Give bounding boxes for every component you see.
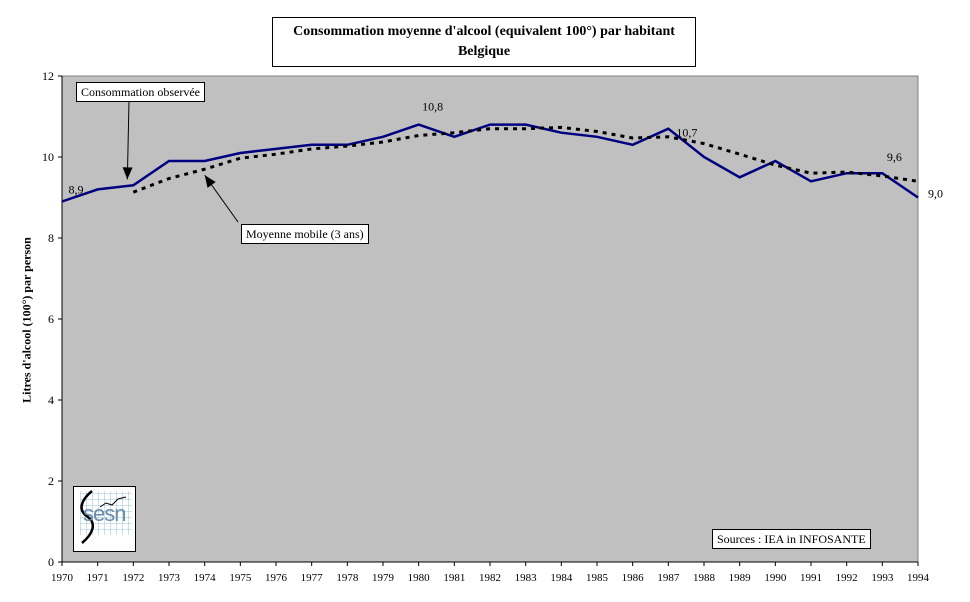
x-tick-label: 1984 (550, 572, 573, 584)
y-tick-label: 4 (48, 393, 54, 407)
arrow-observed-line (126, 100, 130, 180)
data-label: 9,0 (928, 187, 943, 201)
x-tick-label: 1992 (836, 572, 858, 584)
x-tick-label: 1989 (729, 572, 752, 584)
x-tick-label: 1982 (479, 572, 501, 584)
x-tick-label: 1980 (408, 572, 431, 584)
x-tick-label: 1993 (871, 572, 894, 584)
arrow-observed-head (122, 167, 133, 180)
y-axis-label: Litres d'alcool (100°) par person (19, 237, 34, 403)
x-tick-label: 1973 (158, 572, 181, 584)
callout-moving-average: Moyenne mobile (3 ans) (241, 224, 369, 244)
chart-subtitle: Belgique (457, 44, 511, 59)
axes: 0 2 4 6 8 10 12 1970 1971 1972 1973 1974 1975 1976 197… (42, 69, 930, 584)
annotation-arrows (122, 100, 239, 223)
series-layer (61, 123, 919, 203)
source-note: Sources : IEA in INFOSANTE (712, 529, 871, 549)
data-labels: 8,9 10,8 10,7 9,6 9,0 (69, 100, 944, 201)
x-tick-label: 1985 (586, 572, 609, 584)
logo-graphic (80, 490, 132, 544)
y-tick-label: 0 (48, 555, 54, 569)
x-tick-label: 1970 (51, 572, 74, 584)
y-tick-label: 8 (48, 231, 54, 245)
data-label: 8,9 (69, 183, 84, 197)
x-tick-label: 1971 (87, 572, 109, 584)
callout-observed: Consommation observée (76, 82, 205, 102)
y-tick-label: 6 (48, 312, 54, 326)
x-tick-label: 1987 (657, 572, 680, 584)
x-tick-label: 1976 (265, 572, 288, 584)
y-tick-label: 12 (42, 69, 54, 83)
x-tick-label: 1979 (372, 572, 395, 584)
x-tick-label: 1977 (301, 572, 324, 584)
data-label: 10,8 (422, 100, 443, 114)
x-tick-label: 1975 (229, 572, 252, 584)
sesn-logo-icon: sesn (73, 486, 136, 552)
data-label: 10,7 (676, 126, 697, 140)
chart-title-box: Consommation moyenne d'alcool (equivalen… (272, 17, 696, 67)
y-tick-label: 2 (48, 474, 54, 488)
x-tick-label: 1986 (622, 572, 645, 584)
logo-text: sesn (83, 501, 126, 526)
x-tick-label: 1994 (907, 572, 930, 584)
x-tick-label: 1991 (800, 572, 822, 584)
y-tick-label: 10 (42, 150, 54, 164)
data-label: 9,6 (887, 150, 902, 164)
x-tick-label: 1978 (336, 572, 359, 584)
x-tick-label: 1972 (122, 572, 144, 584)
chart-title: Consommation moyenne d'alcool (equivalen… (293, 24, 675, 39)
x-tick-label: 1988 (693, 572, 716, 584)
x-tick-label: 1981 (443, 572, 465, 584)
x-tick-label: 1990 (764, 572, 787, 584)
x-tick-label: 1983 (515, 572, 538, 584)
x-tick-label: 1974 (194, 572, 217, 584)
plot-area (61, 75, 919, 563)
arrow-moving-average-head (204, 175, 216, 188)
